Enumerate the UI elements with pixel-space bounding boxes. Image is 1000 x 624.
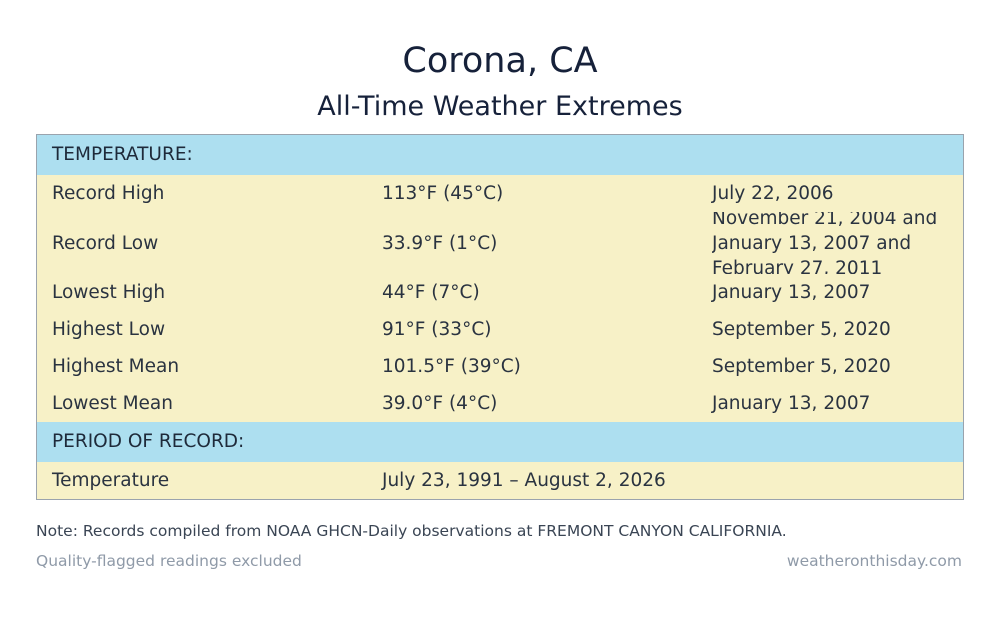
section-header-period-of-record: PERIOD OF RECORD: [37, 422, 963, 462]
row-date: January 13, 2007 [712, 282, 871, 303]
source-note: Note: Records compiled from NOAA GHCN-Da… [36, 522, 787, 540]
row-label: Record High [52, 183, 165, 204]
row-date: July 22, 2006 [712, 183, 834, 204]
row-label: Highest Mean [52, 356, 180, 377]
table-row: Highest Mean 101.5°F (39°C) September 5,… [37, 348, 963, 385]
row-value: 44°F (7°C) [382, 282, 480, 303]
table-row: Lowest High 44°F (7°C) January 13, 2007 [37, 274, 963, 311]
row-date: September 5, 2020 [712, 356, 891, 377]
extremes-table: TEMPERATURE: Record High 113°F (45°C) Ju… [36, 134, 964, 500]
row-label: Lowest High [52, 282, 166, 303]
row-label: Lowest Mean [52, 393, 173, 414]
row-value: July 23, 1991 – August 2, 2026 [382, 470, 666, 491]
row-value: 113°F (45°C) [382, 183, 504, 204]
table-row: Highest Low 91°F (33°C) September 5, 202… [37, 311, 963, 348]
row-value: 39.0°F (4°C) [382, 393, 498, 414]
row-label: Highest Low [52, 319, 166, 340]
page-subtitle: All-Time Weather Extremes [317, 91, 683, 122]
table-row: Temperature July 23, 1991 – August 2, 20… [37, 462, 963, 499]
row-label: Record Low [52, 232, 159, 254]
row-date: November 21, 2004 and January 13, 2007 a… [712, 212, 938, 274]
table-row: Record High 113°F (45°C) July 22, 2006 [37, 175, 963, 212]
page-title: Corona, CA [402, 41, 598, 81]
table-row: Record Low 33.9°F (1°C) November 21, 200… [37, 212, 963, 274]
row-date: September 5, 2020 [712, 319, 891, 340]
row-label: Temperature [52, 470, 170, 491]
quality-note: Quality-flagged readings excluded [36, 552, 302, 570]
row-value: 101.5°F (39°C) [382, 356, 521, 377]
row-value: 33.9°F (1°C) [382, 232, 498, 254]
row-date: January 13, 2007 [712, 393, 871, 414]
section-header-temperature: TEMPERATURE: [37, 135, 963, 175]
table-row: Lowest Mean 39.0°F (4°C) January 13, 200… [37, 385, 963, 422]
site-credit: weatheronthisday.com [786, 552, 962, 570]
row-value: 91°F (33°C) [382, 319, 492, 340]
